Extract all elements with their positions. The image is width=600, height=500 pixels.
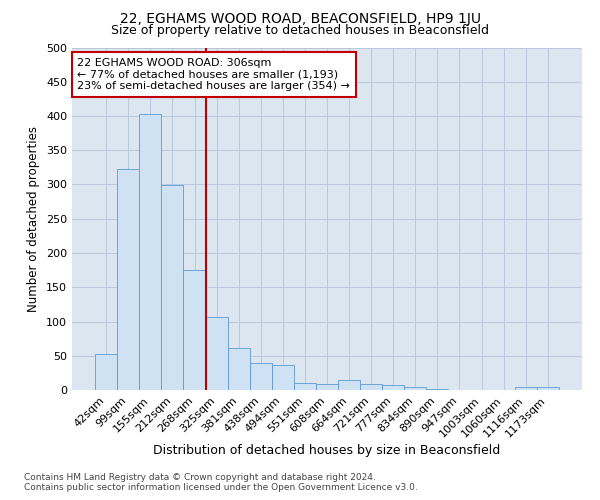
Bar	[161, 185, 184, 390]
Bar	[316, 384, 338, 390]
Bar	[250, 362, 272, 390]
Bar	[227, 348, 250, 390]
Bar	[272, 366, 294, 390]
Bar	[117, 170, 139, 390]
Y-axis label: Number of detached properties: Number of detached properties	[28, 126, 40, 312]
Bar	[515, 386, 537, 390]
Bar	[338, 380, 360, 390]
Text: Contains HM Land Registry data © Crown copyright and database right 2024.
Contai: Contains HM Land Registry data © Crown c…	[24, 473, 418, 492]
Text: Size of property relative to detached houses in Beaconsfield: Size of property relative to detached ho…	[111, 24, 489, 37]
Text: 22 EGHAMS WOOD ROAD: 306sqm
← 77% of detached houses are smaller (1,193)
23% of : 22 EGHAMS WOOD ROAD: 306sqm ← 77% of det…	[77, 58, 350, 91]
Bar	[382, 385, 404, 390]
Bar	[537, 386, 559, 390]
Bar	[184, 270, 206, 390]
Bar	[404, 388, 427, 390]
Text: 22, EGHAMS WOOD ROAD, BEACONSFIELD, HP9 1JU: 22, EGHAMS WOOD ROAD, BEACONSFIELD, HP9 …	[119, 12, 481, 26]
X-axis label: Distribution of detached houses by size in Beaconsfield: Distribution of detached houses by size …	[154, 444, 500, 457]
Bar	[360, 384, 382, 390]
Bar	[206, 316, 227, 390]
Bar	[139, 114, 161, 390]
Bar	[95, 354, 117, 390]
Bar	[294, 383, 316, 390]
